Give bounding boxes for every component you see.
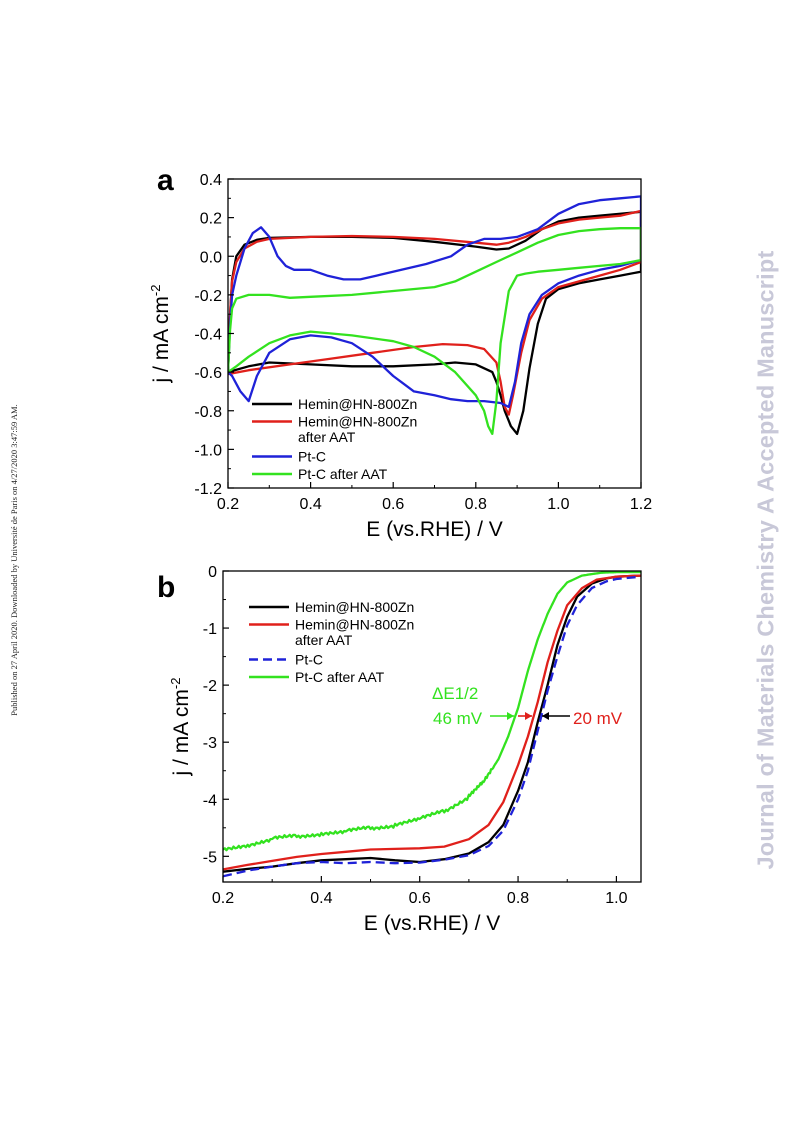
a-ytick-label: -1.2 — [194, 481, 222, 498]
chart-panel-a: a 0.2 0.4 0.6 0.8 1.0 1.2 0.4 0.2 0.0 -0.2 -0.4 -0.… — [148, 164, 652, 541]
b-ytick-label: -3 — [203, 735, 217, 752]
series-group-b — [223, 571, 641, 878]
b-xtick-label: 0.4 — [310, 890, 332, 907]
a-legend-label: Hemin@HN-800Zn — [298, 414, 417, 430]
delta-e-half-label: ΔE1/2 — [432, 684, 478, 703]
b-series-3 — [223, 571, 641, 852]
a-ytick-label: -0.8 — [194, 404, 222, 421]
b-ytick-label: -5 — [203, 849, 217, 866]
a-ytick-label: 0.0 — [200, 249, 222, 266]
red-shift-label: 20 mV — [573, 709, 623, 728]
series-group-a — [228, 195, 641, 436]
b-ytick-label: -1 — [203, 621, 217, 638]
b-xtick-label: 1.0 — [605, 890, 627, 907]
b-series-2 — [223, 575, 641, 878]
y-axis-label-a: j / mA cm-2 — [148, 285, 173, 384]
b-xtick-label: 0.8 — [507, 890, 529, 907]
panel-label-a: a — [157, 164, 174, 197]
a-ytick-label: -0.4 — [194, 327, 222, 344]
a-legend-label: Hemin@HN-800Zn — [298, 396, 417, 412]
y-axis-label-a-main: j / mA cm — [150, 296, 173, 383]
plot-frame-b — [222, 570, 642, 883]
b-legend-label: Pt-C — [295, 652, 323, 668]
y-axis-label-b-sup: -2 — [168, 678, 183, 690]
plot-frame-a — [227, 178, 642, 489]
y-axis-label-a-sup: -2 — [148, 285, 163, 297]
a-series-2 — [228, 195, 641, 409]
a-series-0 — [228, 210, 641, 436]
a-legend-label: Pt-C after AAT — [298, 466, 388, 482]
shift-arrow-head — [507, 712, 514, 720]
a-xtick-label: 0.4 — [299, 496, 321, 513]
y-axis-label-b: j / mA cm-2 — [168, 678, 193, 777]
a-legend-label: Pt-C — [298, 449, 326, 465]
a-series-1 — [228, 209, 641, 416]
b-legend-label: Hemin@HN-800Zn — [295, 599, 414, 615]
a-ytick-label: 0.4 — [200, 172, 222, 189]
a-series-3 — [228, 227, 641, 436]
green-shift-label: 46 mV — [433, 709, 483, 728]
a-xtick-label: 1.2 — [630, 496, 652, 513]
ticks-group-a: 0.2 0.4 0.6 0.8 1.0 1.2 0.4 0.2 0.0 -0.2 -0.4 -0.6 -… — [194, 172, 652, 513]
a-xtick-label: 1.0 — [547, 496, 569, 513]
a-ytick-label: -0.2 — [194, 288, 222, 305]
b-legend-label: Pt-C after AAT — [295, 669, 385, 685]
a-legend-label-line2: after AAT — [298, 429, 356, 445]
x-axis-label-a: E (vs.RHE) / V — [366, 518, 503, 541]
a-xtick-label: 0.2 — [217, 496, 239, 513]
x-axis-label-b: E (vs.RHE) / V — [364, 912, 501, 935]
a-ytick-label: 0.2 — [200, 211, 222, 228]
shift-arrow-head — [525, 712, 532, 720]
a-ytick-label: -1.0 — [194, 442, 222, 459]
panel-label-b: b — [157, 571, 175, 604]
a-ytick-label: -0.6 — [194, 365, 222, 382]
b-xtick-label: 0.6 — [409, 890, 431, 907]
y-axis-label-b-main: j / mA cm — [170, 689, 193, 776]
a-xtick-label: 0.6 — [382, 496, 404, 513]
b-ytick-label: -2 — [203, 678, 217, 695]
ticks-group-b: 0.2 0.4 0.6 0.8 1.0 0 -1 -2 -3 -4 -5 — [203, 564, 628, 907]
b-legend-label: Hemin@HN-800Zn — [295, 617, 414, 633]
b-series-1 — [223, 574, 641, 871]
b-legend-label-line2: after AAT — [295, 632, 353, 648]
b-xtick-label: 0.2 — [212, 890, 234, 907]
shift-annotations: ΔE1/2 46 mV 20 mV — [432, 684, 623, 728]
b-ytick-label: -4 — [203, 792, 217, 809]
chart-panel-b: b 0.2 0.4 0.6 0.8 1.0 0 -1 -2 -3 -4 -5 Hemin@HN-80… — [157, 564, 642, 935]
b-ytick-label: 0 — [208, 564, 217, 581]
a-xtick-label: 0.8 — [465, 496, 487, 513]
shift-arrow-head — [542, 712, 549, 720]
b-series-0 — [223, 574, 641, 873]
